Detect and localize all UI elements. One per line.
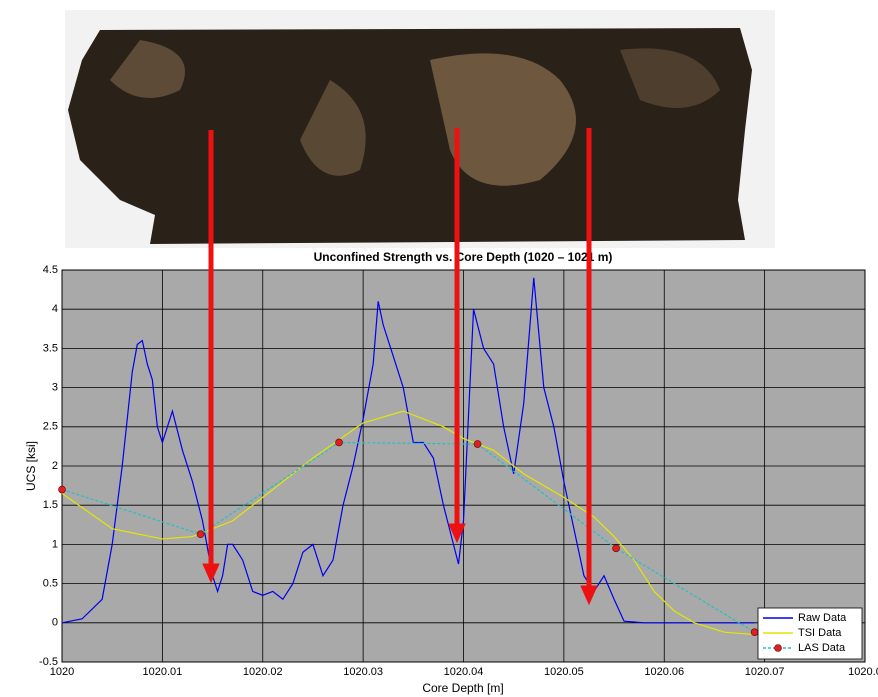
y-tick-label: -0.5 [39,656,58,668]
y-tick-label: 2 [52,460,58,472]
x-tick-label: 1020.06 [644,666,684,678]
y-tick-label: 4 [52,303,58,315]
point [59,486,66,493]
legend-label: LAS Data [798,642,846,654]
legend-marker [775,645,782,652]
y-tick-label: 4.5 [43,264,58,276]
point [613,545,620,552]
y-tick-label: 1.5 [43,499,58,511]
chart: Unconfined Strength vs. Core Depth (1020… [0,0,878,697]
point [197,531,204,538]
legend-label: TSI Data [798,627,842,639]
y-axis-label: UCS [ksi] [24,441,38,491]
point [474,441,481,448]
core-photo [65,10,775,248]
y-tick-label: 3.5 [43,342,58,354]
x-axis-label: Core Depth [m] [422,681,503,695]
legend-label: Raw Data [798,612,847,624]
x-tick-label: 1020.02 [243,666,283,678]
y-tick-label: 0 [52,617,58,629]
x-tick-label: 1020.07 [745,666,785,678]
y-tick-label: 3 [52,382,58,394]
point [751,629,758,636]
chart-title: Unconfined Strength vs. Core Depth (1020… [314,250,613,264]
y-tick-label: 1 [52,538,58,550]
x-tick-label: 1020.01 [142,666,182,678]
x-tick-label: 1020.0 [848,666,878,678]
y-tick-label: 2.5 [43,421,58,433]
x-tick-label: 1020.03 [343,666,383,678]
x-tick-label: 1020.04 [444,666,484,678]
point [336,439,343,446]
y-tick-label: 0.5 [43,578,58,590]
x-tick-label: 1020.05 [544,666,584,678]
